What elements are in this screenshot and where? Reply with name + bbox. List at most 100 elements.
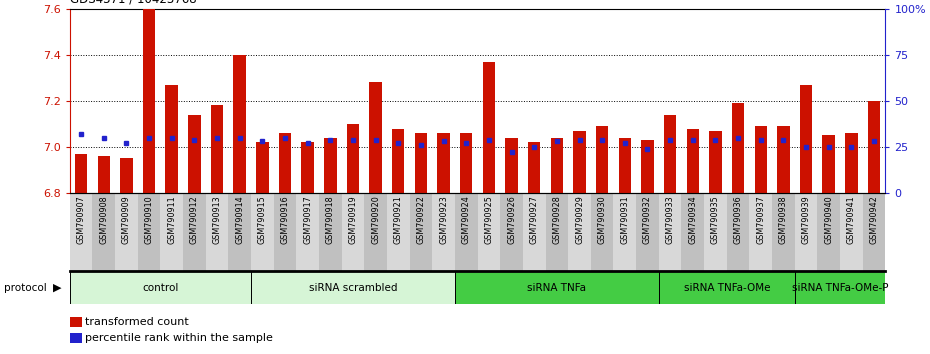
Text: GSM790942: GSM790942	[870, 195, 879, 244]
Text: GSM790913: GSM790913	[213, 195, 221, 244]
Text: GSM790927: GSM790927	[530, 195, 538, 244]
Text: GSM790930: GSM790930	[598, 195, 606, 244]
Bar	[726, 193, 750, 271]
Bar	[568, 193, 591, 271]
Bar	[750, 193, 772, 271]
Bar	[160, 193, 183, 271]
Bar	[409, 193, 432, 271]
Bar	[251, 271, 455, 304]
Bar	[664, 115, 676, 193]
Text: GSM790926: GSM790926	[507, 195, 516, 244]
Text: control: control	[142, 282, 179, 293]
Bar	[211, 105, 223, 193]
Bar	[98, 156, 110, 193]
Text: GSM790936: GSM790936	[734, 195, 742, 244]
Text: GSM790921: GSM790921	[393, 195, 403, 244]
Bar	[845, 133, 857, 193]
Bar	[460, 133, 472, 193]
Bar	[206, 193, 229, 271]
Text: GSM790932: GSM790932	[643, 195, 652, 244]
Bar	[432, 193, 455, 271]
Bar	[455, 271, 658, 304]
Text: GDS4371 / 10423768: GDS4371 / 10423768	[70, 0, 196, 5]
Bar	[92, 193, 115, 271]
Bar	[840, 193, 863, 271]
Bar	[115, 193, 138, 271]
Bar	[636, 193, 658, 271]
Bar	[596, 126, 608, 193]
Bar	[777, 126, 790, 193]
Bar	[183, 193, 206, 271]
Text: GSM790933: GSM790933	[666, 195, 674, 244]
Text: GSM790918: GSM790918	[326, 195, 335, 244]
Bar	[455, 193, 478, 271]
Text: GSM790916: GSM790916	[281, 195, 289, 244]
Text: GSM790940: GSM790940	[824, 195, 833, 244]
Text: GSM790941: GSM790941	[847, 195, 856, 244]
Bar	[188, 115, 201, 193]
Text: GSM790917: GSM790917	[303, 195, 312, 244]
Text: percentile rank within the sample: percentile rank within the sample	[85, 333, 272, 343]
Bar	[166, 85, 178, 193]
Text: siRNA TNFa-OMe: siRNA TNFa-OMe	[684, 282, 770, 293]
Bar	[229, 193, 251, 271]
Bar	[732, 103, 744, 193]
Text: GSM790919: GSM790919	[349, 195, 357, 244]
Bar	[74, 154, 87, 193]
Text: GSM790923: GSM790923	[439, 195, 448, 244]
Bar	[528, 142, 540, 193]
Bar	[341, 193, 365, 271]
Bar	[618, 138, 631, 193]
Bar	[822, 136, 835, 193]
Bar	[478, 193, 500, 271]
Text: siRNA TNFa-OMe-P: siRNA TNFa-OMe-P	[791, 282, 888, 293]
Text: GSM790914: GSM790914	[235, 195, 245, 244]
Bar	[658, 271, 795, 304]
Bar	[483, 62, 495, 193]
Bar	[800, 85, 812, 193]
Text: GSM790928: GSM790928	[552, 195, 562, 244]
Text: siRNA scrambled: siRNA scrambled	[309, 282, 397, 293]
Bar	[437, 133, 450, 193]
Text: GSM790912: GSM790912	[190, 195, 199, 244]
Text: GSM790924: GSM790924	[461, 195, 471, 244]
Bar	[347, 124, 359, 193]
Text: GSM790939: GSM790939	[802, 195, 811, 244]
Bar	[251, 193, 273, 271]
Bar	[365, 193, 387, 271]
Bar	[658, 193, 682, 271]
Text: GSM790920: GSM790920	[371, 195, 380, 244]
Bar	[279, 133, 291, 193]
Bar	[817, 193, 840, 271]
Text: siRNA TNFa: siRNA TNFa	[527, 282, 586, 293]
Bar	[591, 193, 614, 271]
Bar	[120, 159, 133, 193]
Text: ▶: ▶	[53, 282, 61, 293]
Bar	[868, 101, 881, 193]
Text: GSM790937: GSM790937	[756, 195, 765, 244]
Bar	[392, 129, 405, 193]
Bar	[143, 9, 155, 193]
Bar	[551, 138, 563, 193]
Text: GSM790915: GSM790915	[258, 195, 267, 244]
Bar	[301, 142, 313, 193]
Bar	[795, 271, 885, 304]
Text: transformed count: transformed count	[85, 317, 189, 327]
Bar	[754, 126, 767, 193]
Bar	[233, 55, 246, 193]
Bar	[273, 193, 297, 271]
Text: protocol: protocol	[4, 282, 46, 293]
Bar	[319, 193, 341, 271]
Text: GSM790922: GSM790922	[417, 195, 425, 244]
Bar	[710, 131, 722, 193]
Bar	[523, 193, 546, 271]
Bar	[772, 193, 795, 271]
Bar	[686, 129, 699, 193]
Bar	[546, 193, 568, 271]
Bar	[415, 133, 427, 193]
Text: GSM790909: GSM790909	[122, 195, 131, 244]
Bar	[297, 193, 319, 271]
Bar	[256, 142, 269, 193]
Bar	[682, 193, 704, 271]
Bar	[369, 82, 382, 193]
